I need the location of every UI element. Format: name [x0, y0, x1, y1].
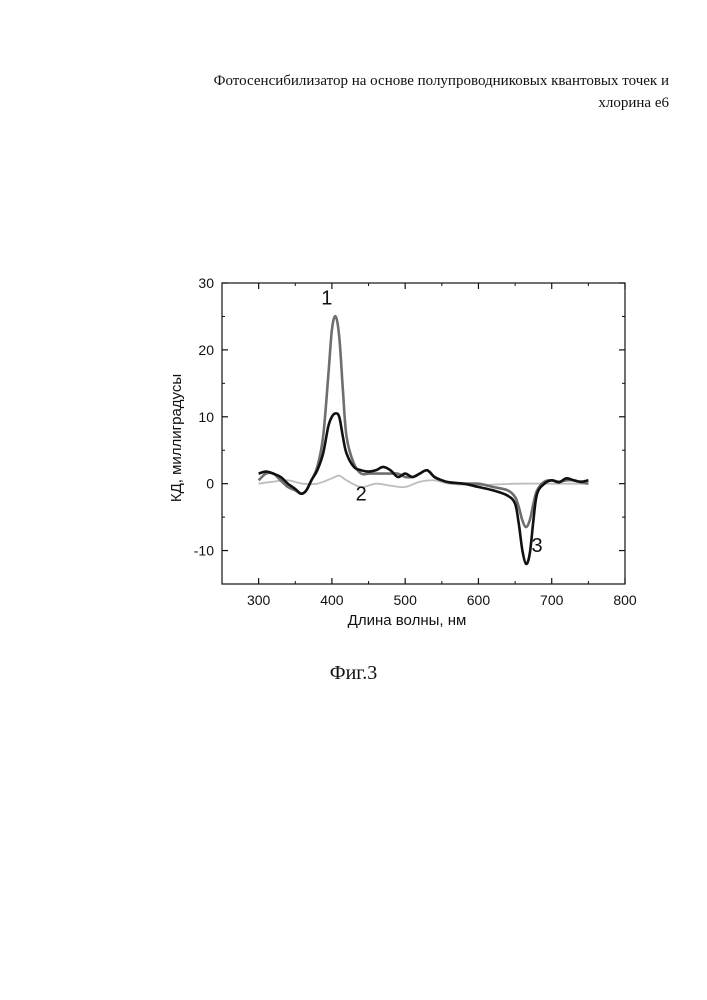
series-label-1: 1: [321, 287, 332, 309]
x-tick-label-5: 800: [613, 592, 637, 608]
x-tick-label-0: 300: [247, 592, 271, 608]
series-labels: 1 2 3: [321, 287, 542, 556]
plot-frame: [222, 283, 625, 584]
series-label-2: 2: [356, 483, 367, 505]
series-lines: [259, 316, 589, 564]
y-tick-label-0: -10: [194, 543, 214, 559]
series-label-3: 3: [532, 535, 543, 557]
x-tick-label-1: 400: [320, 592, 344, 608]
x-axis-label: Длина волны, нм: [348, 612, 467, 629]
y-tick-label-2: 10: [198, 409, 214, 425]
series-line-1: [259, 316, 589, 527]
y-axis-label: КД, миллиградусы: [168, 374, 185, 502]
y-tick-label-3: 20: [198, 342, 214, 358]
y-tick-label-4: 30: [198, 275, 214, 291]
x-tick-label-2: 500: [394, 592, 418, 608]
axis-ticks: [222, 283, 625, 584]
figure-caption: Фиг.3: [0, 662, 707, 685]
x-tick-label-4: 700: [540, 592, 564, 608]
x-tick-label-3: 600: [467, 592, 491, 608]
y-tick-label-1: 0: [206, 476, 214, 492]
tick-labels: 300 400 500 600 700 800 -10 0 10 20 30: [194, 275, 637, 608]
